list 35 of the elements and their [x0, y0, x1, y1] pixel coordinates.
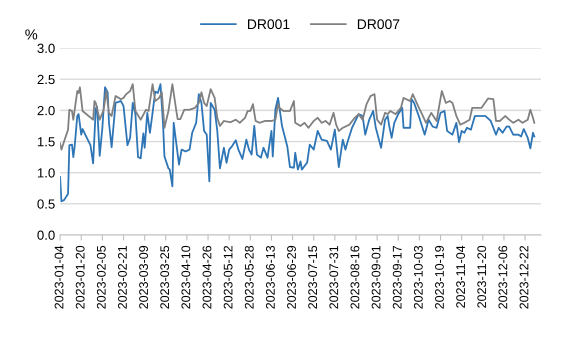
x-tick-label: 2023-09-17	[392, 246, 402, 309]
legend-label: DR001	[248, 19, 290, 30]
x-tick-label: 2023-10-19	[435, 246, 444, 309]
x-tick-label: 2023-04-10	[181, 246, 190, 309]
x-tick-label: 2023-11-04	[456, 246, 466, 308]
y-tick-label: 2.5	[38, 74, 55, 84]
x-tick-label: 2023-01-04	[54, 246, 64, 309]
line-series	[60, 83, 536, 151]
x-tick-label: 2023-10-03	[414, 246, 423, 309]
x-tick-label: 2023-05-28	[244, 246, 254, 309]
x-tick-label: 2023-02-05	[96, 246, 106, 309]
x-tick-label: 2023-01-20	[76, 246, 85, 309]
y-tick-label: 2.0	[38, 106, 55, 116]
x-tick-label: 2023-04-26	[202, 246, 212, 309]
x-tick-label: 2023-09-01	[372, 246, 380, 309]
y-tick-label: 0.5	[37, 199, 55, 209]
x-tick-label: 2023-07-15	[308, 246, 318, 309]
x-tick-label: 2023-03-25	[160, 246, 170, 309]
x-tick-label: 2023-11-20	[477, 246, 486, 308]
x-tick-label: 2023-02-21	[118, 246, 127, 309]
y-tick-label: 1.5	[38, 137, 55, 146]
x-tick-label: 2023-07-31	[329, 246, 338, 309]
x-tick-label: 2023-08-16	[350, 246, 360, 309]
x-tick-label: 2023-05-12	[224, 246, 233, 309]
x-tick-label: 2023-12-06	[498, 246, 508, 309]
y-tick-label: 3.0	[37, 44, 55, 54]
y-tick-label: 1.0	[38, 168, 55, 178]
line-series	[60, 83, 536, 202]
x-tick-label: 2023-12-22	[520, 246, 528, 309]
x-tick-label: 2023-06-13	[266, 246, 275, 309]
y-tick-label: 0.0	[37, 230, 55, 240]
legend-label: DR007	[358, 19, 400, 30]
y-axis-title: %	[25, 29, 38, 40]
x-tick-label: 2023-06-29	[287, 246, 296, 309]
x-tick-label: 2023-03-09	[139, 246, 148, 309]
